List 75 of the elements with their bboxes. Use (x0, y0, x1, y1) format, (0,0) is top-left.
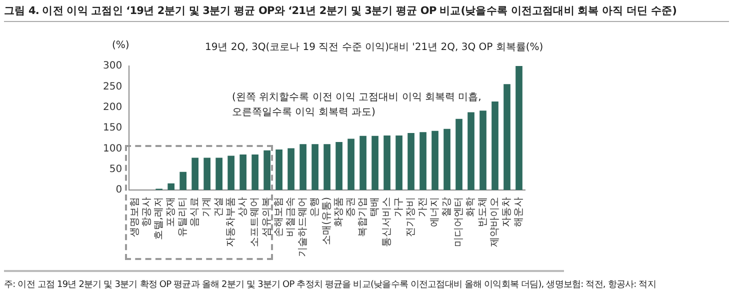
annotation: (왼쪽 위치할수록 이전 이익 고점대비 이익 회복력 미흡, 오른쪽일수록 이익 회복력 과도) (232, 91, 482, 120)
x-tick-label: 철강 (442, 197, 453, 217)
chart-title: 그림 4. 이전 이익 고점인 ‘19년 2분기 및 3분기 평균 OP와 ‘21년 2분기 및 3분기 평균 OP 비교(낮을수록 이전고점대비 회복 아직 더딘 수준) (4, 4, 729, 22)
x-tick-label: 미디어엔터 (454, 197, 465, 247)
y-tick-label: 150 (102, 122, 122, 134)
y-tick-label: 300 (102, 60, 122, 72)
x-tick-label: 에너지 (430, 197, 441, 227)
bar (204, 158, 210, 190)
bar (324, 144, 330, 190)
bar (504, 84, 510, 190)
bar (408, 132, 414, 190)
bar (252, 154, 258, 190)
x-tick-label: 은행 (310, 197, 321, 217)
x-tick-label: 자동차 (502, 197, 513, 227)
bar (468, 112, 474, 190)
bar (384, 135, 390, 190)
bar (216, 158, 222, 190)
bar (348, 138, 354, 190)
bar (288, 148, 294, 190)
bar (420, 132, 426, 190)
x-tick-label: 자동차부품 (226, 197, 237, 247)
bar (264, 150, 270, 190)
y-tick-label: 250 (102, 81, 122, 92)
y-tick-label: 200 (102, 102, 122, 113)
bar (444, 128, 450, 190)
x-tick-label: 비철금속 (286, 197, 297, 237)
y-tick-label: 100 (102, 143, 122, 154)
x-tick-label: 상사 (238, 197, 249, 217)
x-tick-label: 택배 (370, 197, 381, 217)
x-tick-label: 반도체 (478, 197, 489, 227)
bar (480, 110, 486, 190)
x-tick-label: 제약바이오 (490, 197, 501, 247)
y-tick-label: 50 (109, 164, 122, 175)
x-tick-label: 손해보험 (274, 197, 285, 237)
bar (336, 142, 342, 190)
bar (456, 118, 462, 190)
bar (228, 156, 234, 190)
bar (240, 154, 246, 190)
x-tick-label: 소매(유통) (322, 196, 333, 245)
x-tick-label: 화장품 (334, 197, 345, 227)
bar (168, 183, 174, 190)
x-tick-label: 해운사 (514, 197, 525, 227)
y-tick-label: 0 (116, 184, 122, 196)
x-tick-label: 호텔,레저 (154, 197, 165, 240)
bar (360, 136, 366, 190)
bar (432, 130, 438, 190)
x-tick-label: 가구 (394, 197, 405, 217)
x-tick-label: 복합기업 (358, 197, 369, 237)
bar (396, 135, 402, 190)
bar (300, 144, 306, 190)
bar (276, 149, 282, 190)
chart-subtitle: 19년 2Q, 3Q(코로나 19 직전 수준 이익)대비 '21년 2Q, 3Q OP 회복률(%) (205, 41, 544, 54)
bar (312, 144, 318, 190)
x-tick-label: 섬유의복 (262, 197, 273, 237)
y-axis-title: (%) (112, 40, 130, 51)
x-tick-label: 가전 (418, 197, 429, 217)
bar (492, 102, 498, 190)
x-tick-label: 생명보험 (130, 197, 141, 237)
x-tick-label: 항공사 (142, 197, 153, 227)
bar (180, 172, 186, 190)
x-tick-label: 건설 (214, 197, 225, 217)
bar (192, 158, 198, 190)
x-tick-label: 포장재 (166, 197, 177, 227)
text: 주: 이전 고점 19년 2분기 및 3분기 확정 OP 평균과 올해 2분기 및 3분기 OP 추정치 평균을 비교(낮을수록 이전고점대비 올해 이익회복 더딤), 생명보험: 적전, 항공사: 적지 (4, 279, 656, 291)
bar (516, 66, 522, 190)
x-tick-label: 유틸리티 (178, 197, 189, 237)
x-tick-label: 기술하드웨어 (298, 197, 309, 257)
bar (372, 136, 378, 190)
x-tick-label: 통신서비스 (382, 197, 393, 247)
x-tick-label: 화학 (466, 197, 477, 217)
x-tick-label: 소프트웨어 (250, 197, 261, 247)
x-tick-label: 기계 (202, 197, 213, 217)
x-tick-label: 음식료 (190, 197, 201, 227)
x-tick-label: 증권 (346, 197, 357, 217)
x-tick-label: 전기장비 (406, 197, 417, 237)
